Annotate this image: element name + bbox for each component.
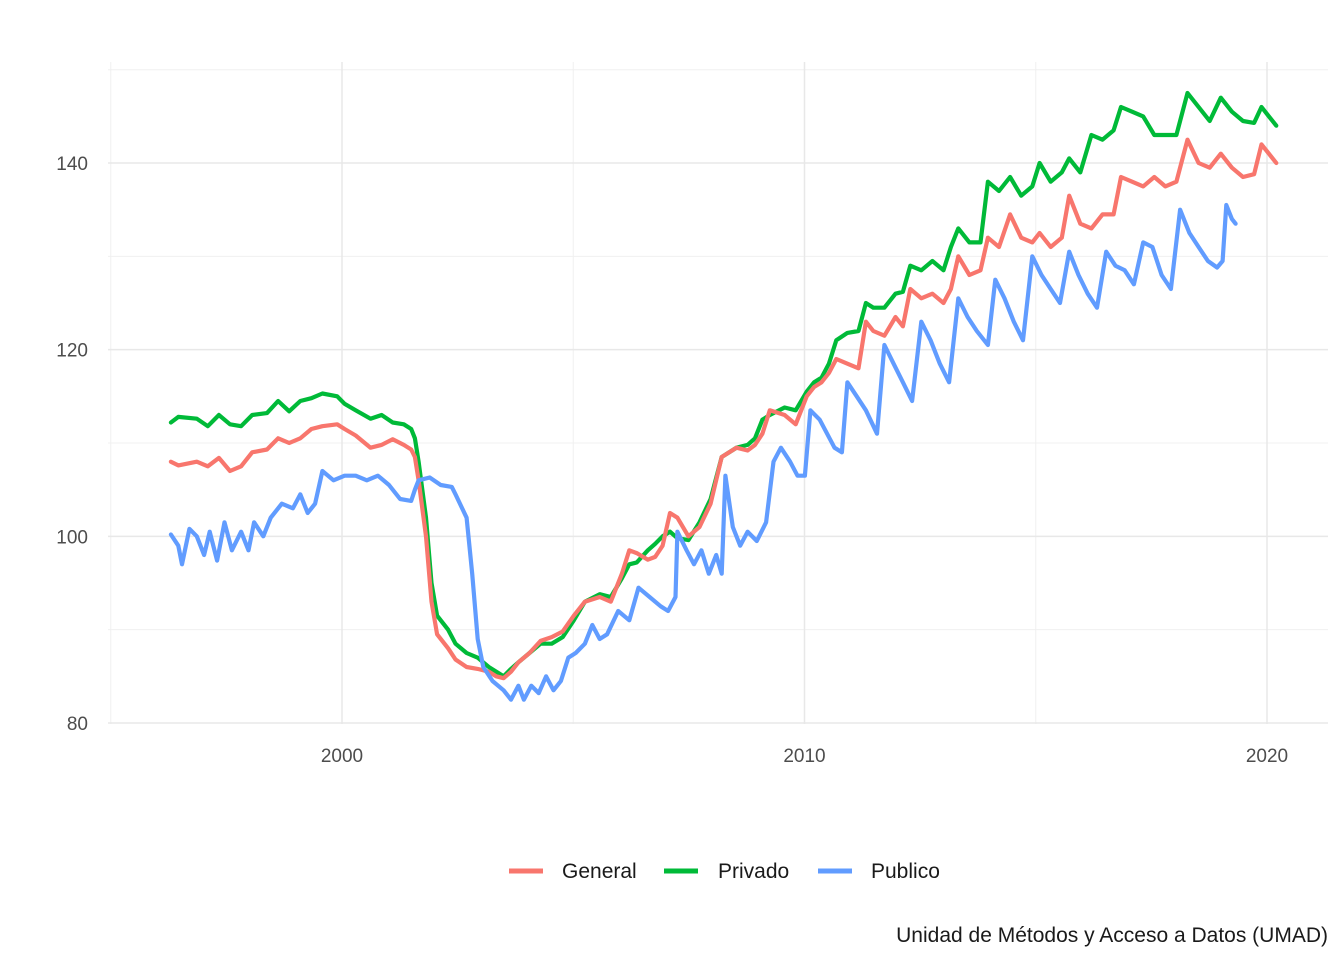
y-tick-label: 120 bbox=[56, 341, 88, 362]
series-line-privado bbox=[168, 90, 1279, 679]
series-lines bbox=[168, 90, 1279, 702]
x-tick-label: 2000 bbox=[321, 746, 363, 767]
legend-label-privado: Privado bbox=[718, 860, 789, 883]
y-tick-label: 80 bbox=[67, 714, 88, 735]
y-tick-label: 100 bbox=[56, 527, 88, 548]
series-line-general bbox=[168, 137, 1279, 681]
legend: General Privado Publico bbox=[509, 860, 940, 883]
legend-label-general: General bbox=[562, 860, 637, 883]
y-tick-label: 140 bbox=[56, 154, 88, 175]
minor-gridlines bbox=[108, 62, 1328, 724]
series-line-publico bbox=[168, 202, 1238, 702]
legend-label-publico: Publico bbox=[871, 860, 940, 883]
chart-caption: Unidad de Métodos y Acceso a Datos (UMAD… bbox=[896, 924, 1328, 947]
x-tick-label: 2020 bbox=[1246, 746, 1288, 767]
x-tick-label: 2010 bbox=[783, 746, 825, 767]
major-gridlines bbox=[108, 62, 1328, 724]
x-axis-tick-labels: 2000 2010 2020 bbox=[321, 746, 1288, 767]
y-axis-tick-labels: 80 100 120 140 bbox=[56, 154, 88, 735]
